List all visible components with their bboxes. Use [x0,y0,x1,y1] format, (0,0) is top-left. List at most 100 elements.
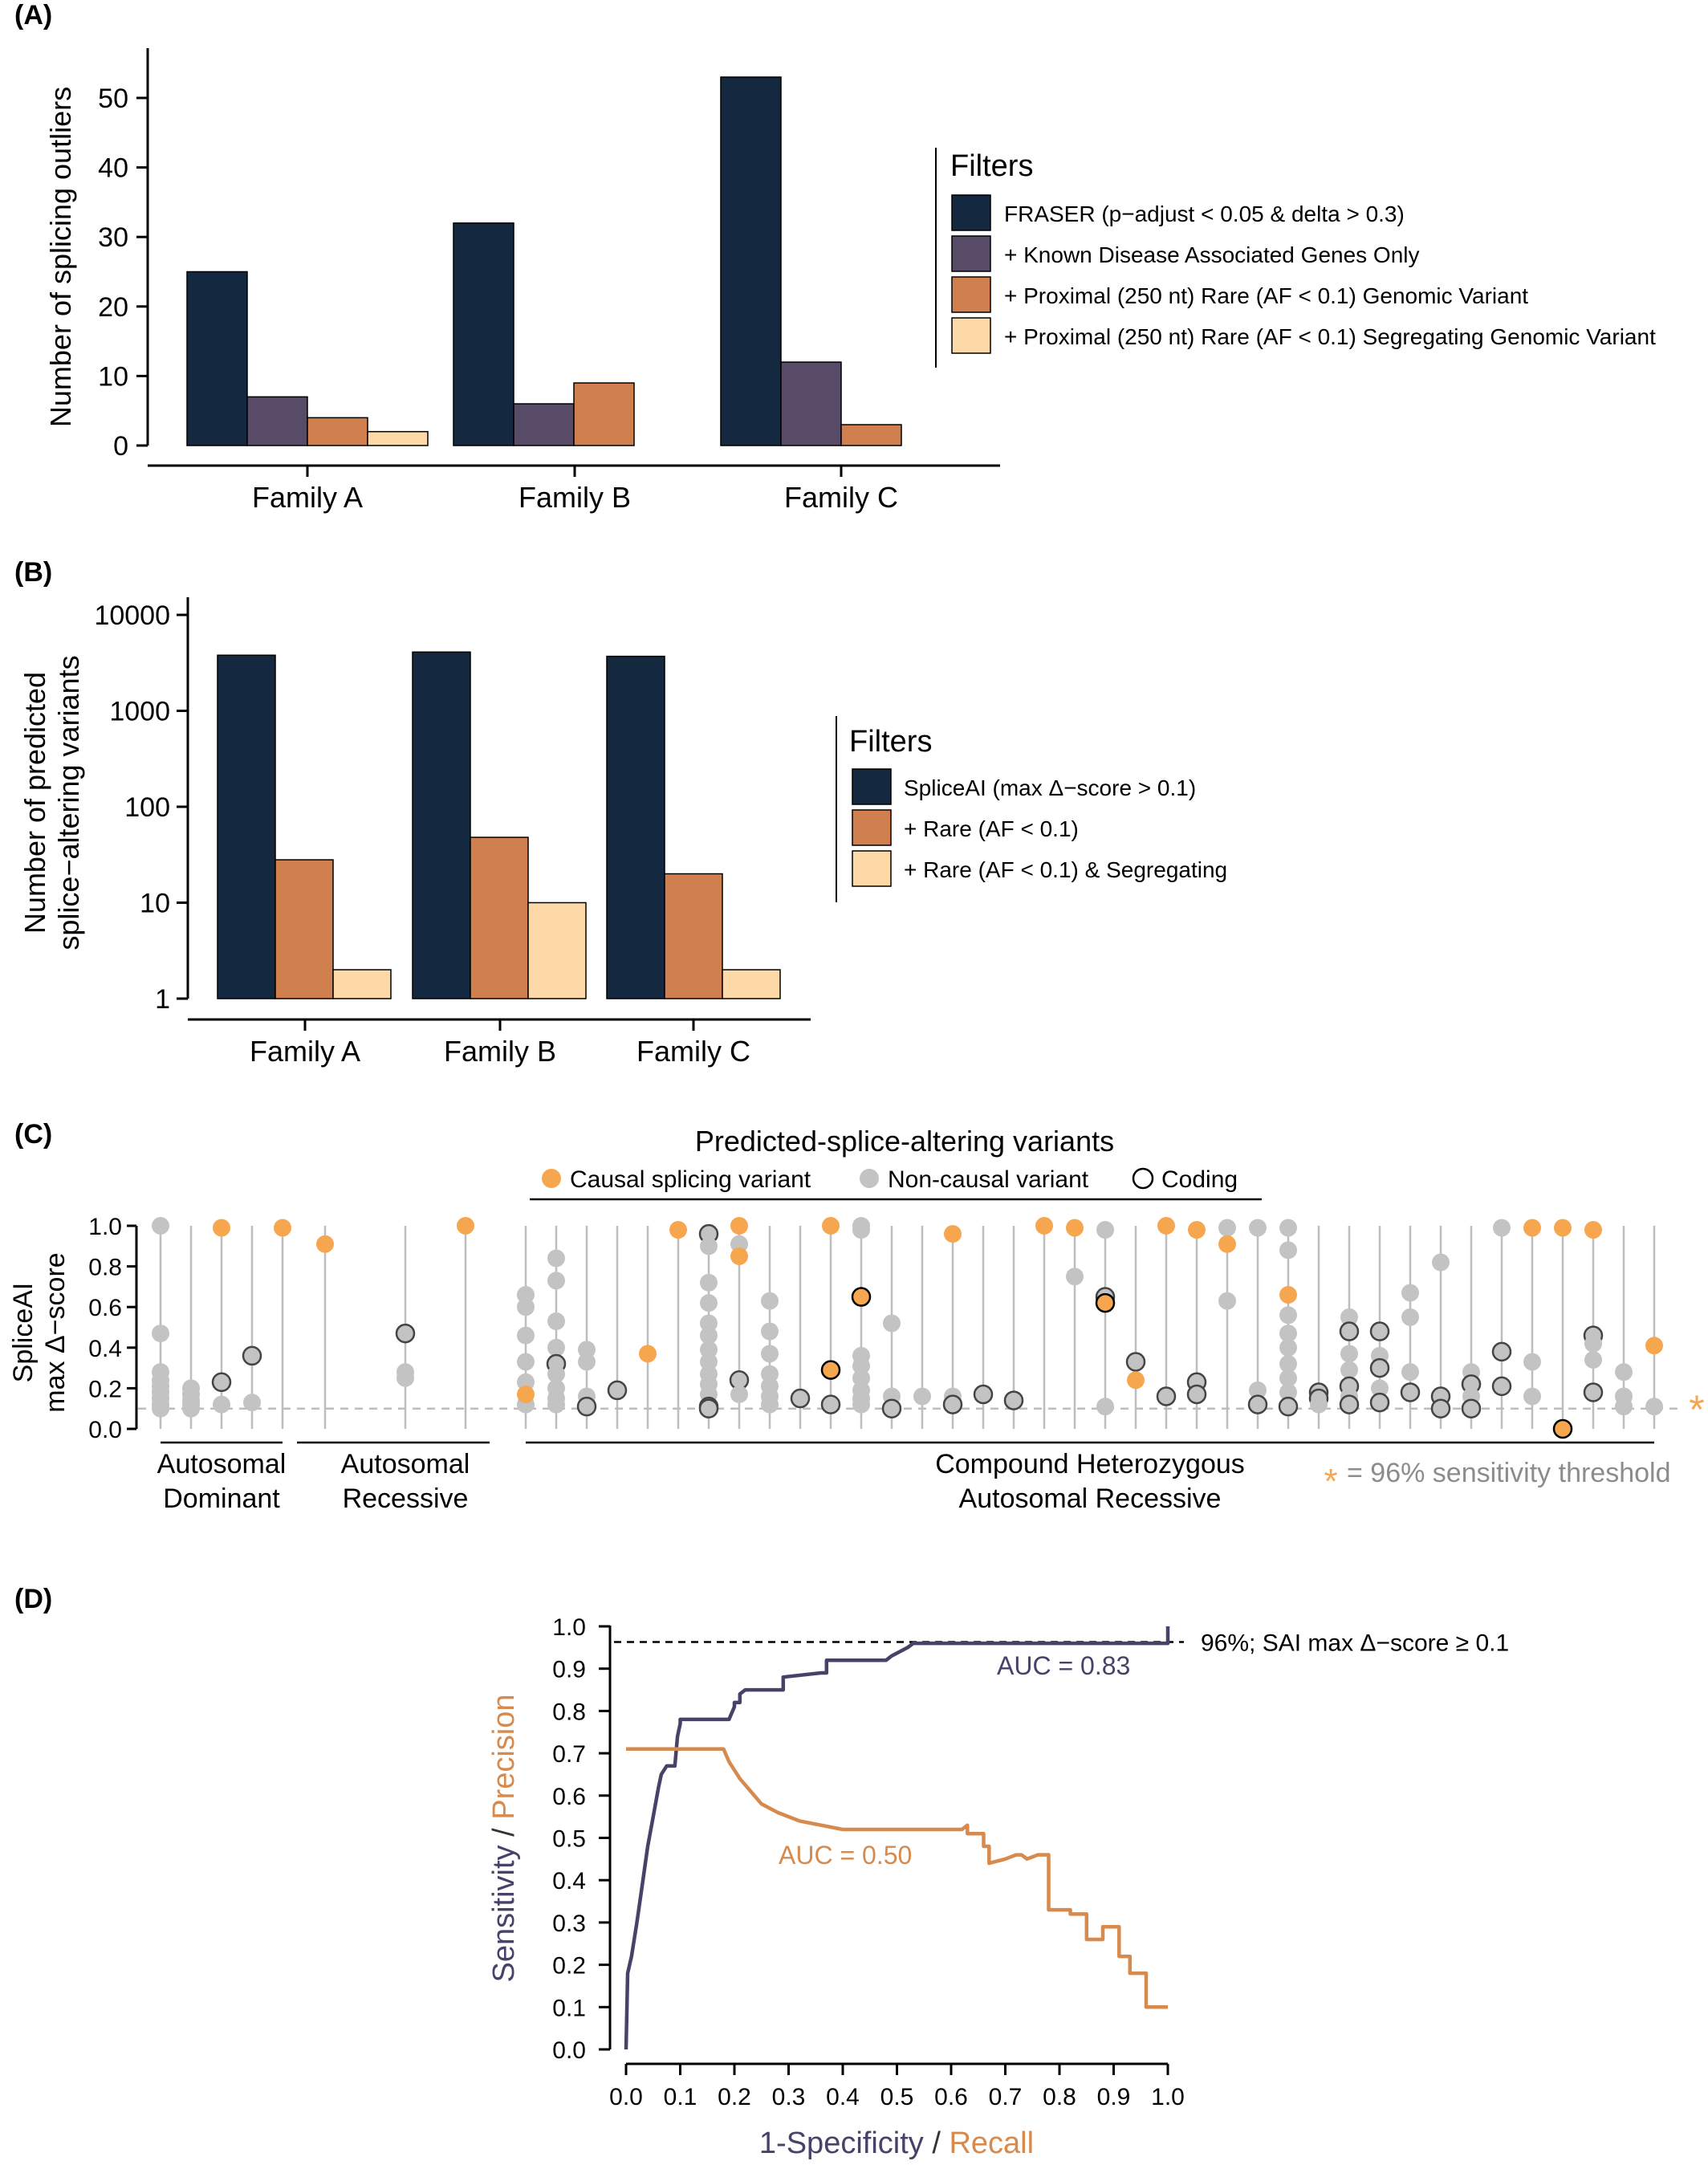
d-y-tick-label: 0.0 [552,2037,586,2064]
c-point-noncausal [1249,1219,1267,1237]
c-y-tick-label: 0.2 [88,1376,122,1402]
b-y-tick-label: 10000 [94,600,170,631]
d-x-axis-label-part: / [924,2126,950,2160]
bar-b-s0-1 [412,651,471,999]
c-y-tick-label: 0.6 [88,1295,122,1321]
c-point-noncausal [547,1272,565,1290]
a-legend-swatch [951,317,991,354]
c-point-causal [1552,1418,1573,1439]
c-point-noncausal [1371,1379,1389,1398]
c-point-noncausal [1369,1321,1390,1341]
panel-d: (D) 0.00.10.20.30.40.50.60.70.80.91.00.0… [14,1584,1509,2160]
c-point-noncausal [1279,1241,1297,1260]
c-point-causal [1188,1221,1206,1239]
c-point-noncausal [152,1399,169,1418]
a-legend-label: + Proximal (250 nt) Rare (AF < 0.1) Segr… [1004,324,1656,349]
c-point-noncausal [1279,1338,1297,1357]
bar-b-s1-0 [274,859,334,999]
b-x-tick-label: Family A [250,1035,360,1068]
c-point-causal [639,1345,657,1363]
b-legend-title: Filters [849,725,932,759]
c-point-noncausal [152,1325,169,1343]
panel-d-plot: 0.0 0.1 0.2 0.3 0.4 0.5 0.6 0.7 0.8 0.9 1.0 0.0 0.1 0… [487,1614,1509,2160]
b-ylabel-line2: splice−altering variants [52,655,85,950]
d-y-tick-label: 0.5 [552,1826,586,1853]
a-y-tick-label: 50 [98,83,128,114]
bar-b-s0-2 [606,655,665,999]
c-point-noncausal [761,1365,779,1383]
c-point-noncausal [881,1398,902,1418]
d-x-tick-label: 0.0 [609,2084,643,2110]
c-point-noncausal [152,1217,169,1235]
c-point-noncausal [852,1395,870,1414]
c-point-noncausal [700,1294,718,1312]
panel-a-y-axis-label: Number of splicing outliers [44,87,77,427]
c-point-noncausal [700,1237,718,1255]
bar-a-s0-0 [186,271,248,446]
c-y-tick-label: 1.0 [88,1214,122,1240]
bar-a-s1-0 [246,396,308,446]
panel-b-label: (B) [14,557,52,588]
c-point-noncausal [1096,1398,1114,1416]
b-legend-label: SpliceAI (max Δ−score > 0.1) [904,775,1196,800]
d-x-tick-label: 1.0 [1151,2084,1185,2110]
a-legend-swatch [951,235,991,272]
c-point-noncausal [1340,1308,1358,1326]
d-y-tick-label: 0.4 [552,1868,586,1894]
c-point-causal [1279,1286,1297,1304]
panel-c-plot: 0.0 0.2 0.4 0.6 0.8 1.0 * Autosomal Dominant Auto… [88,1214,1704,1514]
c-point-causal [820,1360,841,1380]
c-point-noncausal [1584,1334,1602,1353]
b-y-tick-label: 100 [124,792,170,823]
b-legend-swatch [852,768,892,805]
panel-b-axes: 1 10 100 1000 10000 Family A Family B Family C [94,597,811,1068]
c-point-noncausal [1645,1398,1663,1416]
d-y-tick-label: 0.8 [552,1699,586,1725]
bar-a-s0-2 [720,76,782,446]
c-point-noncausal [1584,1350,1602,1369]
c-point-noncausal [578,1353,596,1371]
c-point-noncausal [1400,1382,1421,1402]
c-point-noncausal [1310,1395,1328,1414]
c-point-causal [1584,1221,1602,1239]
c-point-causal [822,1217,840,1235]
d-y-axis-label: Sensitivity / Precision [487,1694,521,1982]
c-point-noncausal [852,1221,870,1239]
c-point-noncausal [547,1365,565,1383]
c-point-causal [1157,1217,1175,1235]
bar-a-s3-0 [367,430,429,446]
panel-b-legend: Filters SpliceAI (max Δ−score > 0.1) + Rar… [836,716,1227,902]
c-point-noncausal [1401,1308,1419,1326]
c-point-noncausal [517,1298,535,1316]
d-y-tick-label: 0.3 [552,1911,586,1937]
c-point-noncausal [1340,1345,1358,1363]
c-point-noncausal [700,1273,718,1292]
d-y-tick-label: 0.1 [552,1995,586,2021]
c-point-noncausal [1339,1394,1360,1414]
c-point-noncausal [607,1380,628,1401]
a-legend-swatch [951,194,991,231]
d-y-axis-label-part: Precision [487,1694,521,1819]
c-point-noncausal [243,1394,261,1412]
panel-c-label: (C) [14,1119,52,1150]
c-legend-noncausal-label: Non-causal variant [888,1166,1089,1193]
c-point-noncausal [1186,1384,1207,1405]
c-point-noncausal [1279,1369,1297,1387]
c-legend-causal-label: Causal splicing variant [570,1166,811,1193]
c-point-noncausal [761,1322,779,1341]
c-y-tick-label: 0.4 [88,1336,122,1362]
bar-b-s2-0 [332,969,392,999]
b-legend-label: + Rare (AF < 0.1) [904,816,1079,841]
c-point-noncausal [1218,1219,1236,1237]
a-y-tick-label: 20 [98,292,128,323]
c-point-noncausal [1156,1386,1177,1406]
c-point-noncausal [700,1353,718,1371]
c-point-noncausal [1401,1284,1419,1302]
c-point-noncausal [1491,1376,1512,1397]
d-precision-curve [626,1747,1168,2009]
c-point-noncausal [1278,1396,1299,1417]
c-point-noncausal [517,1373,535,1391]
c-point-noncausal [1125,1352,1146,1372]
c-point-noncausal [213,1395,230,1414]
c-point-causal [213,1219,230,1237]
